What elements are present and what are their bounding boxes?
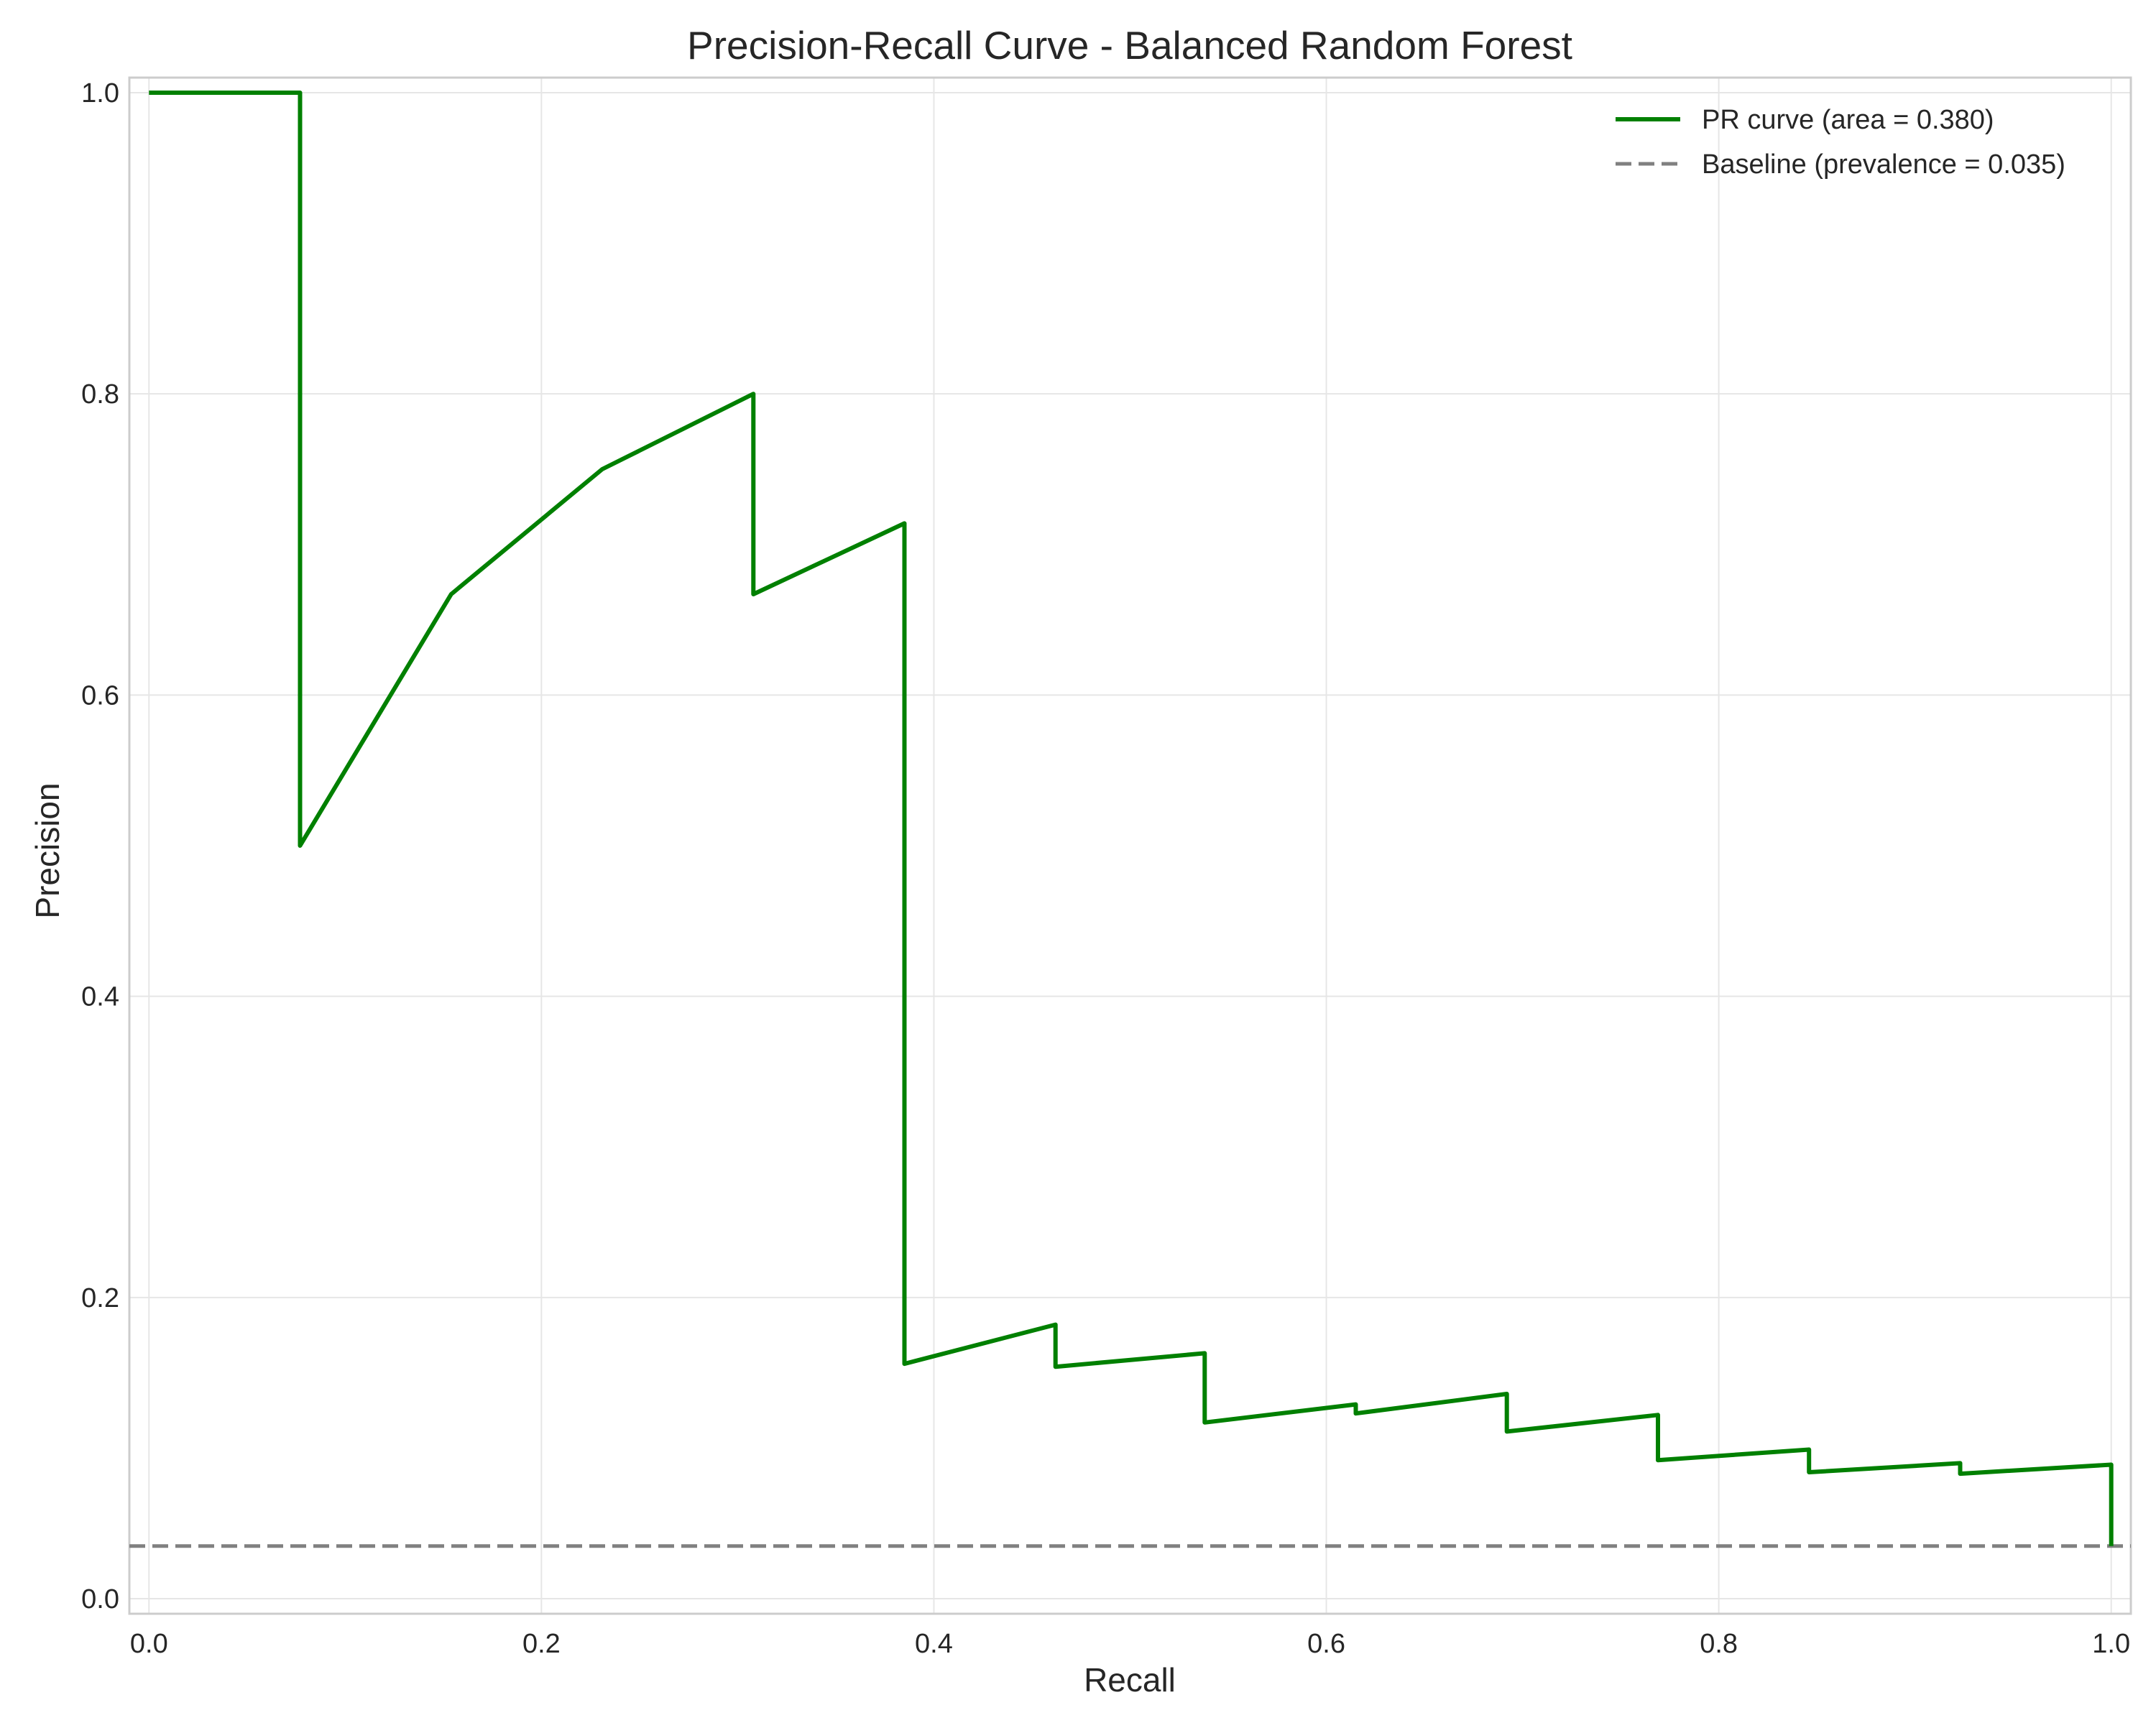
x-tick-label: 1.0 [2092,1629,2130,1659]
legend-label: Baseline (prevalence = 0.035) [1702,149,2065,180]
y-axis-label: Precision [29,782,66,918]
chart-title: Precision-Recall Curve - Balanced Random… [687,23,1572,68]
x-tick-label: 0.4 [915,1629,953,1659]
legend: PR curve (area = 0.380) Baseline (prevale… [1616,105,2065,180]
x-tick-label: 0.8 [1700,1629,1738,1659]
y-tick-label: 0.6 [81,680,119,711]
plot-frame [128,76,2132,1615]
x-axis-label: Recall [1084,1661,1176,1699]
x-tick-label: 0.0 [130,1629,168,1659]
x-tick-label: 0.2 [522,1629,561,1659]
y-tick-label: 0.8 [81,379,119,410]
y-tick-label: 0.4 [81,982,119,1012]
x-tick-label: 0.6 [1307,1629,1345,1659]
series-layer [129,91,2131,1548]
y-tick-label: 0.2 [81,1283,119,1313]
legend-label: PR curve (area = 0.380) [1702,105,1994,135]
pr-curve-series-line [149,91,2114,1546]
grid [129,78,2131,1614]
y-tick-label: 0.0 [81,1584,119,1614]
y-tick-label: 1.0 [81,78,119,108]
tick-labels: 0.0 0.2 0.4 0.6 0.8 1.0 0.0 0.2 0.4 0.6 0.8 1.0 [81,78,2130,1659]
